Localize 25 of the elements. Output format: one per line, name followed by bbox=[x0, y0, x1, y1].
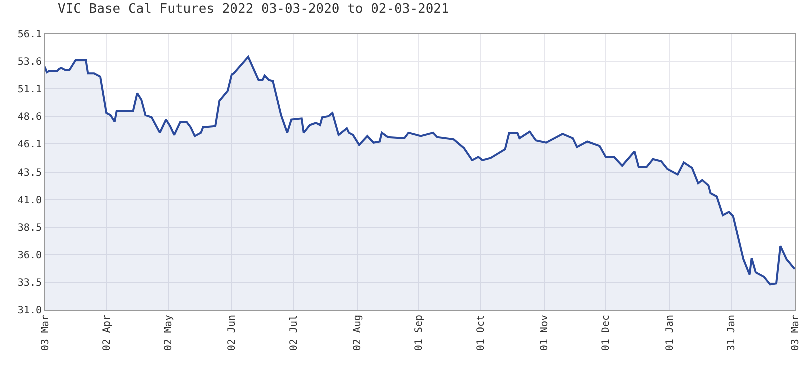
x-tick-label: 02 Jul bbox=[288, 315, 300, 352]
x-tick-label: 01 Jan bbox=[664, 315, 676, 352]
y-tick-label: 48.6 bbox=[18, 112, 42, 123]
y-tick-label: 36.0 bbox=[18, 250, 42, 262]
y-tick-label: 53.6 bbox=[18, 56, 42, 68]
x-tick-label: 02 Apr bbox=[102, 315, 113, 352]
x-tick-label: 01 Nov bbox=[540, 315, 551, 352]
x-tick-label: 01 Dec bbox=[601, 315, 612, 352]
y-tick-label: 33.5 bbox=[18, 278, 42, 290]
x-tick-label: 03 Mar bbox=[40, 315, 52, 352]
x-tick-label: 01 Oct bbox=[476, 315, 487, 352]
x-tick-label: 02 May bbox=[164, 315, 175, 352]
y-tick-label: 56.1 bbox=[18, 30, 42, 40]
y-tick-label: 41.0 bbox=[18, 196, 42, 207]
x-tick-label: 02 Jun bbox=[227, 315, 238, 352]
y-tick-label: 38.5 bbox=[18, 223, 42, 234]
x-tick-label: 02 Aug bbox=[352, 315, 364, 352]
x-tick-label: 01 Sep bbox=[414, 315, 426, 352]
y-tick-label: 51.1 bbox=[18, 84, 42, 96]
y-tick-label: 46.1 bbox=[18, 139, 42, 150]
y-tick-label: 31.0 bbox=[18, 306, 42, 316]
x-tick-label: 03 Mar bbox=[790, 315, 802, 352]
x-tick-label: 31 Jan bbox=[726, 315, 738, 352]
chart-title: VIC Base Cal Futures 2022 03-03-2020 to 02-03-2021 bbox=[58, 2, 450, 17]
y-tick-label: 43.5 bbox=[18, 168, 42, 180]
